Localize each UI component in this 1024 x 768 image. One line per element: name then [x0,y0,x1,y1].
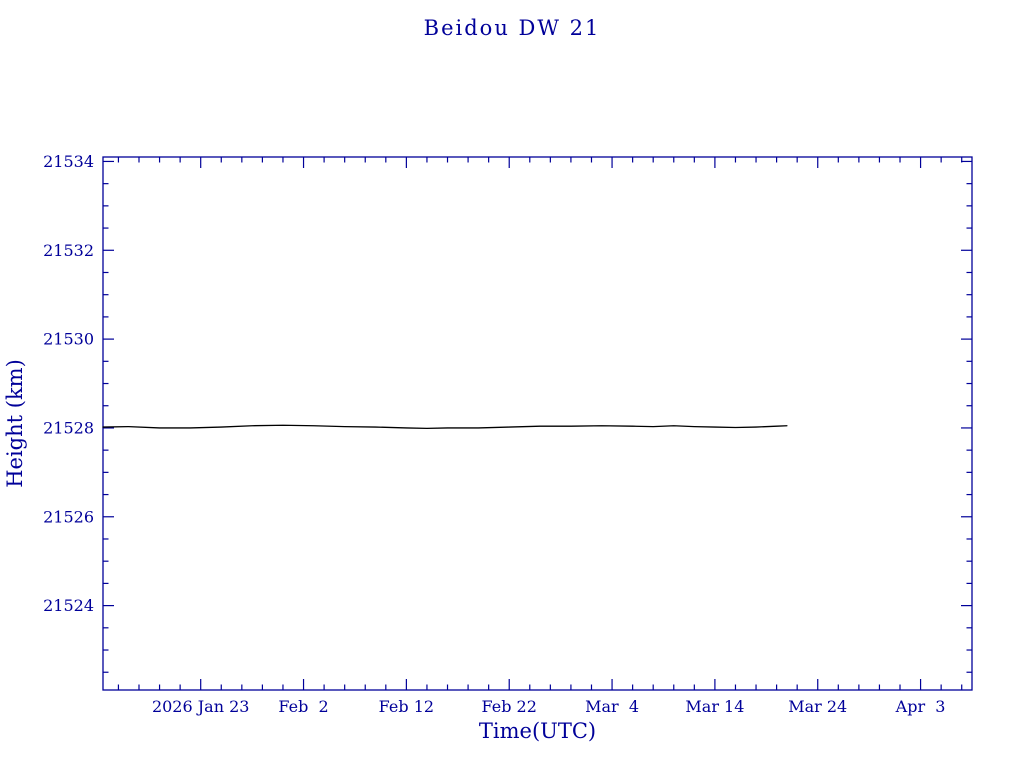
height-series-line [102,424,788,430]
x-tick-label: Mar 14 [685,697,744,716]
chart-title: Beidou DW 21 [423,16,601,40]
x-tick-label: Feb 12 [379,697,434,716]
x-tick-label: Feb 22 [482,697,537,716]
x-tick-label: Mar 4 [585,697,639,716]
x-tick-label: Apr 3 [895,697,946,716]
x-axis-label: Time(UTC) [479,719,596,743]
plot-border [102,156,973,691]
y-tick-label: 21532 [43,241,94,260]
y-tick-label: 21530 [43,330,94,349]
x-tick-label: Mar 24 [788,697,847,716]
x-tick-label: Feb 2 [278,697,328,716]
y-tick-label: 21534 [43,152,94,171]
y-tick-label: 21524 [43,596,94,615]
y-axis-label: Height (km) [3,359,27,488]
y-tick-label: 21528 [43,418,94,437]
y-tick-label: 21526 [43,507,94,526]
x-tick-label: 2026 Jan 23 [152,697,250,716]
